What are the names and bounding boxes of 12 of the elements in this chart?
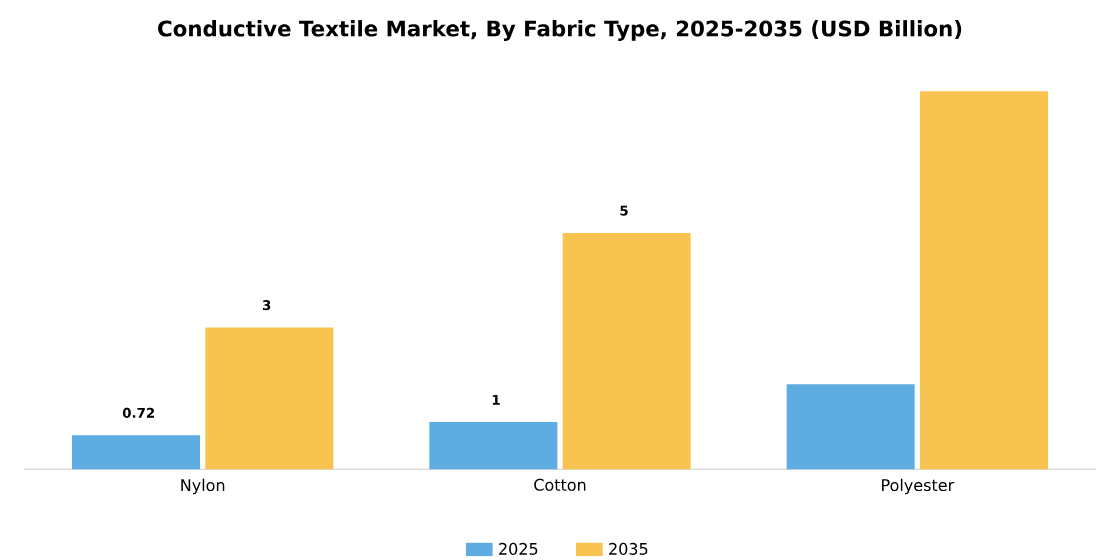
bar bbox=[205, 327, 334, 470]
bar bbox=[429, 422, 558, 470]
bar bbox=[562, 233, 691, 470]
bar bbox=[920, 91, 1048, 470]
legend-label: 2035 bbox=[609, 542, 648, 555]
x-tick-label: Cotton bbox=[534, 478, 586, 491]
x-tick-label: Polyester bbox=[882, 478, 955, 495]
chart-title: Conductive Textile Market, By Fabric Type, 2025-2035 (USD Billion) bbox=[158, 20, 962, 41]
bar bbox=[786, 384, 915, 470]
bar bbox=[72, 435, 201, 470]
x-tick-label: Nylon bbox=[181, 478, 225, 495]
legend-label: 2025 bbox=[499, 542, 538, 555]
